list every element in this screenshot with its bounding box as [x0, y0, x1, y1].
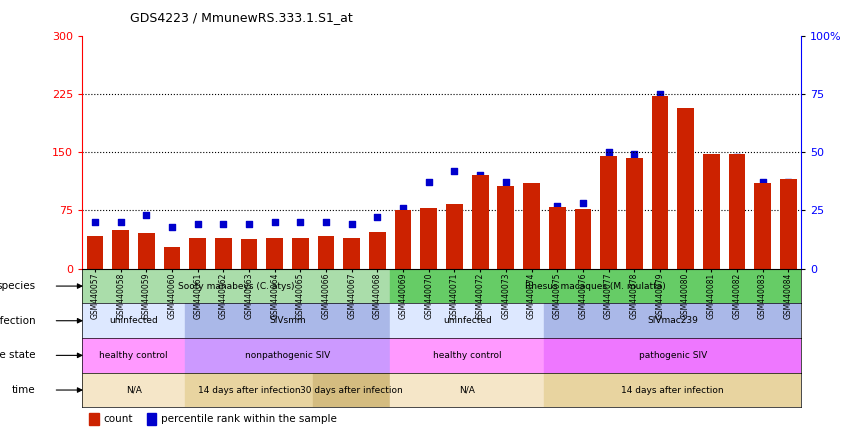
Bar — [626, 159, 643, 269]
Text: N/A: N/A — [459, 385, 475, 395]
Bar — [82, 303, 185, 338]
Text: count: count — [104, 414, 133, 424]
Text: healthy control: healthy control — [433, 351, 501, 360]
Bar — [318, 236, 334, 269]
Point — [139, 211, 153, 218]
Bar — [82, 269, 391, 303]
Bar — [344, 238, 360, 269]
Bar — [391, 338, 545, 373]
Point — [88, 218, 102, 226]
Bar — [241, 239, 257, 269]
Point — [704, 158, 718, 165]
Point — [473, 172, 487, 179]
Bar — [651, 96, 669, 269]
Bar — [421, 208, 437, 269]
Text: uninfected: uninfected — [443, 316, 492, 325]
Text: uninfected: uninfected — [109, 316, 158, 325]
Point — [294, 218, 307, 226]
Bar — [677, 108, 694, 269]
Point — [191, 221, 204, 228]
Point — [499, 179, 513, 186]
Point — [345, 221, 359, 228]
Point — [320, 218, 333, 226]
Bar — [728, 154, 746, 269]
Text: time: time — [12, 385, 36, 395]
Text: pathogenic SIV: pathogenic SIV — [638, 351, 707, 360]
Bar — [472, 175, 488, 269]
Bar — [147, 413, 156, 425]
Bar — [754, 183, 771, 269]
Point — [448, 167, 462, 174]
Bar — [82, 338, 185, 373]
Bar — [545, 303, 801, 338]
Point — [781, 179, 795, 186]
Bar — [190, 238, 206, 269]
Text: SIVmac239: SIVmac239 — [647, 316, 698, 325]
Point — [525, 183, 539, 190]
Bar — [446, 204, 462, 269]
Bar — [391, 373, 545, 407]
Point — [113, 218, 127, 226]
Text: species: species — [0, 281, 36, 291]
Bar — [138, 233, 155, 269]
Bar — [545, 373, 801, 407]
Text: 30 days after infection: 30 days after infection — [301, 385, 404, 395]
Point — [216, 221, 230, 228]
Point — [602, 149, 616, 156]
Text: nonpathogenic SIV: nonpathogenic SIV — [245, 351, 330, 360]
Text: Rhesus macaques (M. mulatta): Rhesus macaques (M. mulatta) — [526, 281, 666, 290]
Point — [165, 223, 179, 230]
Text: infection: infection — [0, 316, 36, 326]
Point — [371, 214, 385, 221]
Text: SIVsmm: SIVsmm — [269, 316, 306, 325]
Point — [242, 221, 256, 228]
Bar — [703, 154, 720, 269]
Point — [268, 218, 281, 226]
Point — [576, 200, 590, 207]
Bar — [82, 373, 185, 407]
Bar — [497, 186, 514, 269]
Bar — [369, 232, 386, 269]
Text: healthy control: healthy control — [100, 351, 168, 360]
Text: GDS4223 / MmunewRS.333.1.S1_at: GDS4223 / MmunewRS.333.1.S1_at — [130, 12, 352, 24]
Bar — [600, 156, 617, 269]
Point — [679, 118, 693, 125]
Point — [653, 90, 667, 97]
Text: percentile rank within the sample: percentile rank within the sample — [161, 414, 337, 424]
Bar — [87, 236, 103, 269]
Bar — [89, 413, 99, 425]
Text: Sooty manabeys (C. atys): Sooty manabeys (C. atys) — [178, 281, 294, 290]
Text: 14 days after infection: 14 days after infection — [197, 385, 301, 395]
Bar — [292, 238, 309, 269]
Point — [550, 202, 564, 209]
Bar — [391, 303, 545, 338]
Bar — [185, 303, 391, 338]
Bar — [185, 373, 313, 407]
Bar — [391, 269, 801, 303]
Point — [422, 179, 436, 186]
Bar — [185, 338, 391, 373]
Text: N/A: N/A — [126, 385, 141, 395]
Bar — [395, 210, 411, 269]
Bar — [523, 183, 540, 269]
Bar — [113, 230, 129, 269]
Point — [730, 153, 744, 160]
Bar — [545, 338, 801, 373]
Bar — [164, 247, 180, 269]
Bar — [780, 179, 797, 269]
Bar — [549, 206, 565, 269]
Bar — [574, 209, 591, 269]
Text: 14 days after infection: 14 days after infection — [622, 385, 724, 395]
Text: disease state: disease state — [0, 350, 36, 361]
Point — [756, 179, 770, 186]
Bar — [267, 238, 283, 269]
Bar — [313, 373, 391, 407]
Point — [627, 151, 641, 158]
Bar — [215, 238, 232, 269]
Point — [397, 205, 410, 212]
